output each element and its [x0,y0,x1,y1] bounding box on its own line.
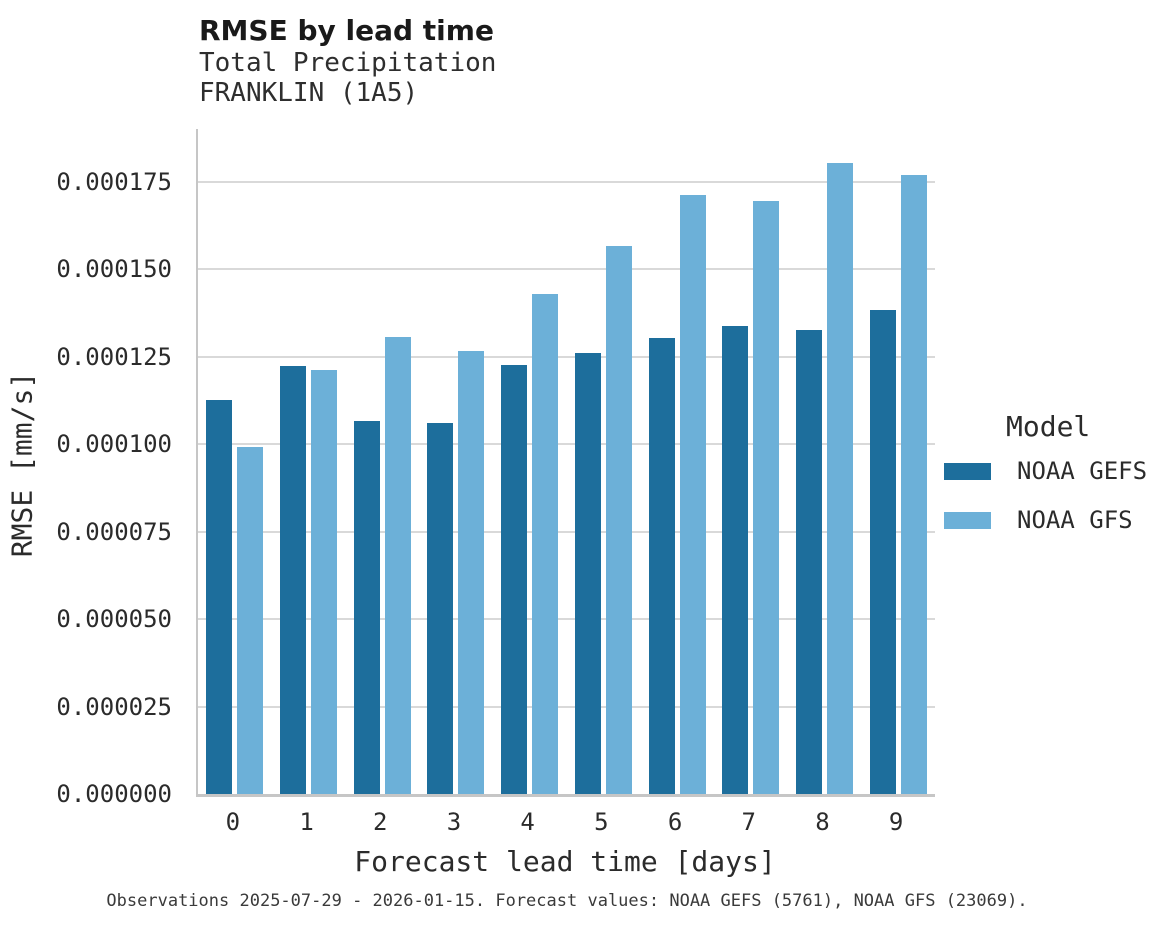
bar-group-lead-8 [788,129,862,794]
x-axis-title: Forecast lead time [days] [354,845,776,878]
x-tick-label: 0 [225,808,241,836]
bar-noaa-gefs-lead-9 [869,310,896,794]
legend-swatch-icon [944,462,991,480]
bar-group-lead-1 [272,129,346,794]
bar-group-lead-9 [861,129,935,794]
bar-group-lead-7 [714,129,788,794]
y-axis-title: RMSE [mm/s] [5,371,39,558]
chart-title: RMSE by lead time [199,14,494,47]
gridline [198,618,935,620]
x-tick-label: 3 [446,808,462,836]
y-tick-label: 0.000025 [56,692,172,721]
chart-subtitle-variable: Total Precipitation [199,48,497,78]
x-tick-label: 5 [594,808,609,836]
bar-noaa-gfs-lead-9 [900,174,927,794]
bar-noaa-gfs-lead-7 [753,201,780,794]
bar-noaa-gfs-lead-1 [311,370,338,794]
y-tick-label: 0.000100 [56,430,172,458]
bar-noaa-gefs-lead-2 [353,421,380,794]
bar-noaa-gefs-lead-7 [722,325,749,794]
y-tick-label: 0.000175 [56,167,172,196]
bar-noaa-gefs-lead-1 [280,365,307,794]
bar-noaa-gfs-lead-5 [605,246,632,794]
bar-noaa-gfs-lead-3 [458,350,485,794]
y-tick-label: 0.000150 [56,255,172,283]
bar-noaa-gefs-lead-4 [501,365,528,794]
bar-noaa-gefs-lead-3 [427,423,454,794]
chart-subtitle-station: FRANKLIN (1A5) [199,78,419,108]
bar-group-lead-2 [345,129,419,794]
bar-noaa-gfs-lead-4 [532,293,559,794]
bar-group-lead-5 [567,129,641,794]
legend: Model NOAA GEFS NOAA GFS [944,410,1147,555]
x-tick-label: 6 [667,808,683,836]
bar-noaa-gefs-lead-8 [795,329,822,794]
gridline [198,355,935,358]
bar-group-lead-3 [419,129,493,794]
x-tick-label: 1 [299,808,314,836]
y-tick-label: 0.000000 [56,780,172,808]
y-tick-label: 0.000050 [56,605,172,633]
gridline [198,180,935,183]
legend-rows: NOAA GEFS NOAA GFS [944,457,1147,534]
bar-noaa-gefs-lead-6 [648,337,675,794]
bar-noaa-gfs-lead-2 [384,336,411,794]
x-tick-label: 7 [741,808,756,836]
bar-noaa-gefs-lead-5 [574,353,601,794]
x-tick-label: 4 [520,808,535,836]
x-tick-label: 9 [888,808,904,836]
caption: Observations 2025-07-29 - 2026-01-15. Fo… [106,891,1028,911]
legend-row-noaa-gefs: NOAA GEFS [944,457,1147,485]
chart-header: RMSE by lead time Total Precipitation FR… [199,14,496,108]
y-tick-label: 0.000125 [56,342,172,371]
legend-label: NOAA GEFS [1017,457,1148,485]
bar-group-lead-4 [493,129,567,794]
x-tick-label: 2 [373,808,388,836]
bar-noaa-gfs-lead-6 [679,195,706,794]
bar-noaa-gfs-lead-8 [826,162,853,794]
gridline [198,443,935,445]
gridline [198,705,935,708]
gridline [198,530,935,533]
bar-noaa-gfs-lead-0 [237,447,264,794]
legend-swatch-icon [944,511,991,529]
legend-label: NOAA GFS [1017,506,1133,534]
y-tick-label: 0.000075 [56,517,172,546]
bar-group-lead-6 [640,129,714,794]
gridline [198,268,935,270]
x-tick-label: 8 [815,808,830,836]
legend-row-noaa-gfs: NOAA GFS [944,506,1147,534]
chart-panel [196,129,935,797]
bar-noaa-gefs-lead-0 [206,400,233,794]
bar-group-lead-0 [198,129,272,794]
legend-title: Model [1006,410,1091,443]
